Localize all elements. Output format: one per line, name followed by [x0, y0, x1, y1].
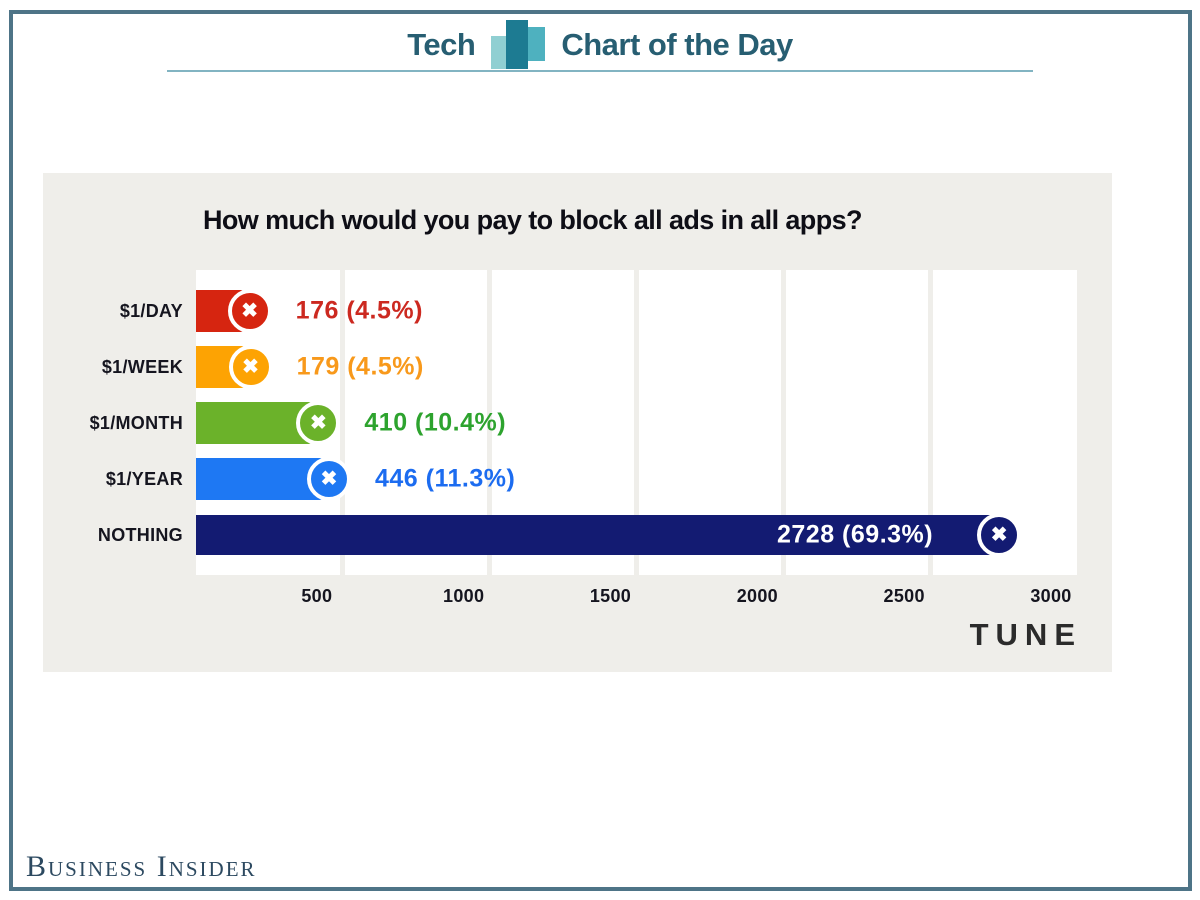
plot-area: $1/DAY $1/WEEK $1/MONTH $1/YEAR NOTHING ✖ 176… [43, 270, 1112, 575]
gridline [487, 270, 493, 575]
value-label: 2728 (69.3%) [777, 520, 934, 549]
bar-row: ✖ 179 (4.5%) [196, 339, 1077, 395]
bar-chart-icon-bar-mid [528, 27, 546, 61]
bar: ✖ 2728 (69.3%) [196, 513, 1022, 557]
block-x-icon: ✖ [227, 289, 272, 333]
bar: ✖ [196, 345, 273, 389]
page-border-frame [9, 10, 1192, 891]
gridline [634, 270, 639, 575]
bar-chart-icon [491, 20, 546, 70]
bar-row: ✖ 446 (11.3%) [196, 451, 1077, 507]
category-label: NOTHING [97, 524, 183, 545]
bar-chart-icon-bar-dark [506, 20, 529, 69]
bar: ✖ [196, 401, 341, 445]
x-axis: 500 1000 1500 2000 2500 3000 [196, 586, 1077, 612]
gridline [927, 270, 933, 575]
x-axis-tick-label: 3000 [1030, 586, 1072, 606]
category-label: $1/WEEK [101, 356, 183, 377]
block-x-icon: ✖ [296, 401, 341, 445]
header: Tech Chart of the Day [0, 20, 1200, 70]
header-title-left: Tech [407, 27, 476, 62]
value-label: 410 (10.4%) [364, 408, 507, 437]
x-axis-tick-label: 1000 [443, 586, 485, 606]
bar-row: ✖ 2728 (69.3%) [196, 507, 1077, 563]
source-logo-tune: TUNE [969, 617, 1082, 652]
gridline [780, 270, 786, 575]
block-x-icon: ✖ [977, 513, 1022, 557]
chart-title: How much would you pay to block all ads … [203, 205, 863, 235]
x-axis-tick-label: 1500 [589, 586, 632, 606]
business-insider-logo: Business Insider [26, 850, 257, 883]
block-x-icon: ✖ [306, 457, 351, 501]
bar-row: ✖ 176 (4.5%) [196, 283, 1077, 339]
x-axis-tick-label: 500 [301, 586, 333, 606]
chart-panel: How much would you pay to block all ads … [43, 173, 1112, 672]
bars-track: ✖ 176 (4.5%) ✖ 179 (4.5%) ✖ 410 (10.4%) ✖ 446 (… [196, 270, 1077, 575]
bar-row: ✖ 410 (10.4%) [196, 395, 1077, 451]
bar: ✖ [196, 457, 351, 501]
header-title-right: Chart of the Day [561, 27, 793, 62]
category-label: $1/YEAR [105, 468, 183, 489]
gridline [340, 270, 346, 575]
category-label: $1/MONTH [89, 412, 183, 433]
value-label: 446 (11.3%) [374, 464, 516, 493]
category-labels-column: $1/DAY $1/WEEK $1/MONTH $1/YEAR NOTHING [43, 270, 196, 575]
header-underline [167, 70, 1033, 72]
value-label: 179 (4.5%) [296, 352, 424, 381]
bar: ✖ [196, 289, 272, 333]
category-label: $1/DAY [119, 300, 183, 321]
block-x-icon: ✖ [228, 345, 273, 389]
x-axis-tick-label: 2000 [736, 586, 778, 606]
x-axis-tick-label: 2500 [883, 586, 925, 606]
value-label: 176 (4.5%) [295, 296, 423, 325]
